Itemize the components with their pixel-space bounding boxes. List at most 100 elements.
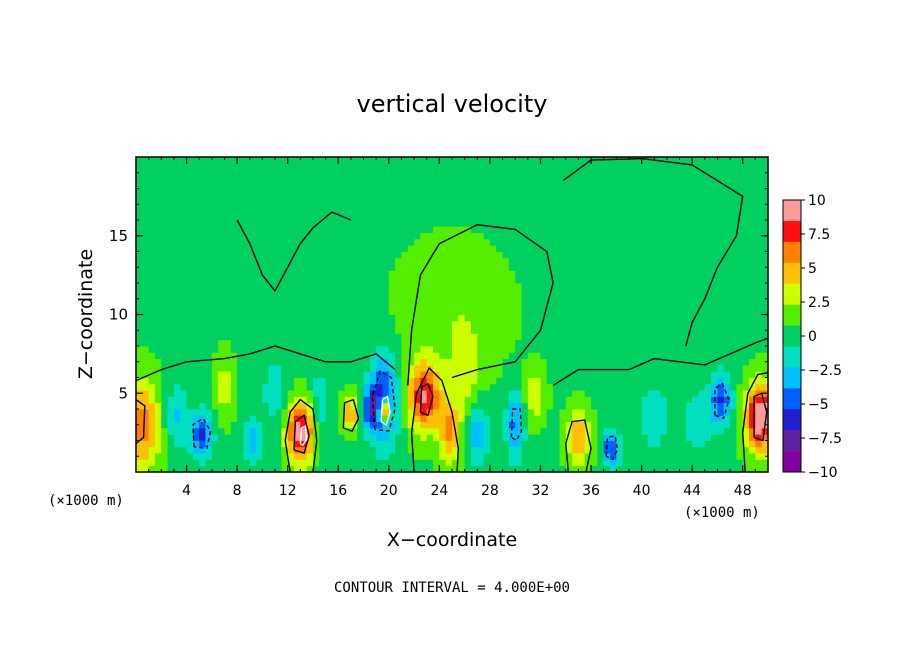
heatmap-cell [262, 459, 270, 467]
heatmap-cell [433, 169, 440, 177]
heatmap-cell [224, 364, 232, 372]
heatmap-cell [426, 226, 434, 233]
heatmap-cell [704, 238, 712, 246]
heatmap-cell [306, 358, 314, 366]
heatmap-cell [382, 314, 390, 322]
heatmap-cell [154, 194, 162, 202]
heatmap-cell [306, 396, 314, 404]
heatmap-cell [730, 314, 737, 322]
heatmap-cell [268, 320, 276, 328]
heatmap-cell [736, 276, 744, 284]
heatmap-cell [211, 459, 219, 467]
heatmap-cell [237, 396, 244, 404]
heatmap-cell [186, 238, 194, 246]
heatmap-cell [338, 175, 345, 183]
heatmap-cell [635, 352, 642, 359]
heatmap-cell [211, 327, 219, 334]
heatmap-cell [647, 308, 655, 315]
heatmap-cell [256, 226, 263, 233]
heatmap-cell [199, 320, 206, 328]
heatmap-cell [192, 377, 200, 385]
heatmap-cell [420, 194, 428, 202]
heatmap-cell [755, 346, 763, 353]
heatmap-cell [584, 333, 592, 341]
heatmap-cell [376, 333, 383, 341]
heatmap-cell [237, 283, 244, 290]
heatmap-cell [489, 163, 497, 170]
heatmap-cell [610, 251, 617, 259]
heatmap-cell [433, 390, 440, 397]
heatmap-cell [483, 232, 491, 240]
heatmap-cell [344, 314, 352, 322]
heatmap-cell [553, 251, 560, 259]
heatmap-cell [325, 396, 333, 404]
heatmap-cell [262, 453, 270, 460]
heatmap-cell [142, 434, 150, 441]
heatmap-cell [325, 157, 333, 164]
heatmap-cell [395, 163, 402, 170]
heatmap-cell [603, 169, 611, 177]
heatmap-cell [369, 364, 377, 372]
heatmap-cell [470, 390, 478, 397]
heatmap-cell [559, 320, 567, 328]
heatmap-cell [534, 358, 541, 366]
heatmap-cell [331, 295, 339, 303]
heatmap-cell [395, 213, 402, 221]
heatmap-cell [211, 427, 219, 435]
heatmap-cell [388, 358, 396, 366]
heatmap-cell [749, 207, 756, 215]
heatmap-cell [622, 446, 630, 454]
heatmap-cell [565, 352, 573, 359]
heatmap-cell [319, 415, 326, 422]
heatmap-cell [730, 213, 737, 221]
heatmap-cell [287, 157, 295, 164]
heatmap-cell [654, 264, 661, 271]
heatmap-cell [553, 245, 560, 252]
heatmap-cell [148, 169, 156, 177]
heatmap-cell [300, 409, 308, 416]
heatmap-cell [673, 163, 680, 170]
heatmap-cell [154, 169, 162, 177]
heatmap-cell [647, 314, 655, 322]
heatmap-cell [369, 207, 377, 215]
heatmap-cell [388, 194, 396, 202]
heatmap-cell [572, 264, 579, 271]
heatmap-cell [205, 402, 213, 410]
heatmap-cell [281, 308, 289, 315]
heatmap-cell [761, 194, 768, 202]
heatmap-cell [679, 213, 687, 221]
heatmap-cell [610, 339, 617, 347]
heatmap-cell [262, 245, 270, 252]
heatmap-cell [546, 440, 554, 448]
heatmap-cell [597, 415, 605, 422]
heatmap-cell [426, 188, 434, 196]
heatmap-cell [452, 257, 459, 265]
heatmap-cell [344, 213, 352, 221]
heatmap-cell [256, 390, 263, 397]
heatmap-cell [199, 390, 206, 397]
heatmap-cell [584, 238, 592, 246]
heatmap-cell [470, 339, 478, 347]
heatmap-cell [515, 402, 522, 410]
heatmap-cell [173, 409, 181, 416]
heatmap-cell [306, 377, 314, 385]
heatmap-cell [483, 427, 491, 435]
heatmap-cell [237, 371, 244, 378]
heatmap-cell [730, 346, 737, 353]
heatmap-cell [755, 377, 763, 385]
heatmap-cell [268, 194, 276, 202]
heatmap-cell [452, 377, 459, 385]
heatmap-cell [312, 346, 320, 353]
heatmap-cell [218, 371, 225, 378]
heatmap-cell [249, 220, 257, 227]
heatmap-cell [635, 226, 642, 233]
heatmap-cell [161, 257, 168, 265]
heatmap-cell [685, 358, 693, 366]
heatmap-cell [508, 188, 516, 196]
heatmap-cell [281, 188, 289, 196]
heatmap-cell [489, 182, 497, 189]
heatmap-cell [565, 201, 573, 208]
heatmap-cell [477, 327, 484, 334]
heatmap-cell [148, 333, 156, 341]
heatmap-cell [546, 415, 554, 422]
